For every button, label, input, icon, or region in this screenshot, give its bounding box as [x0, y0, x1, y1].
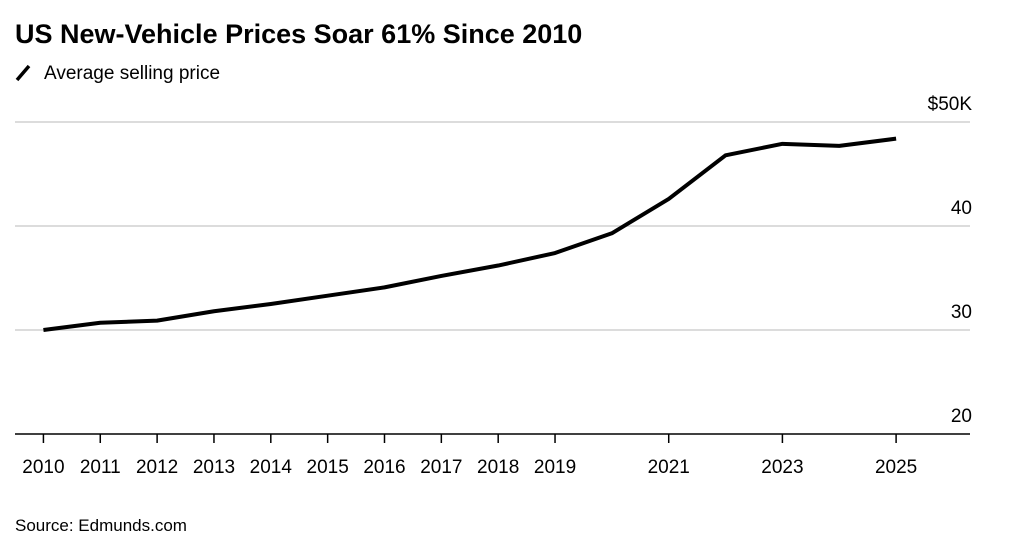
x-tick-label: 2010	[22, 457, 64, 478]
x-tick-label: 2015	[307, 457, 349, 478]
x-tick-label: 2012	[136, 457, 178, 478]
x-tick-label: 2023	[761, 457, 803, 478]
x-tick-label: 2017	[420, 457, 462, 478]
y-tick-label: 30	[951, 302, 972, 323]
x-tick-label: 2025	[875, 457, 917, 478]
y-tick-label: $50K	[928, 94, 973, 115]
x-tick-label: 2018	[477, 457, 519, 478]
x-tick-label: 2011	[80, 457, 121, 478]
chart-title: US New-Vehicle Prices Soar 61% Since 201…	[15, 19, 582, 49]
x-tick-label: 2016	[363, 457, 405, 478]
legend-label: Average selling price	[44, 63, 220, 84]
x-tick-label: 2021	[648, 457, 690, 478]
y-tick-label: 40	[951, 198, 972, 219]
x-tick-label: 2019	[534, 457, 576, 478]
legend-icon	[15, 64, 31, 82]
x-tick-label: 2013	[193, 457, 235, 478]
x-tick-label: 2014	[250, 457, 293, 478]
y-tick-label: 20	[951, 406, 972, 427]
source: Source: Edmunds.com	[15, 516, 187, 535]
series-line	[43, 136, 897, 332]
